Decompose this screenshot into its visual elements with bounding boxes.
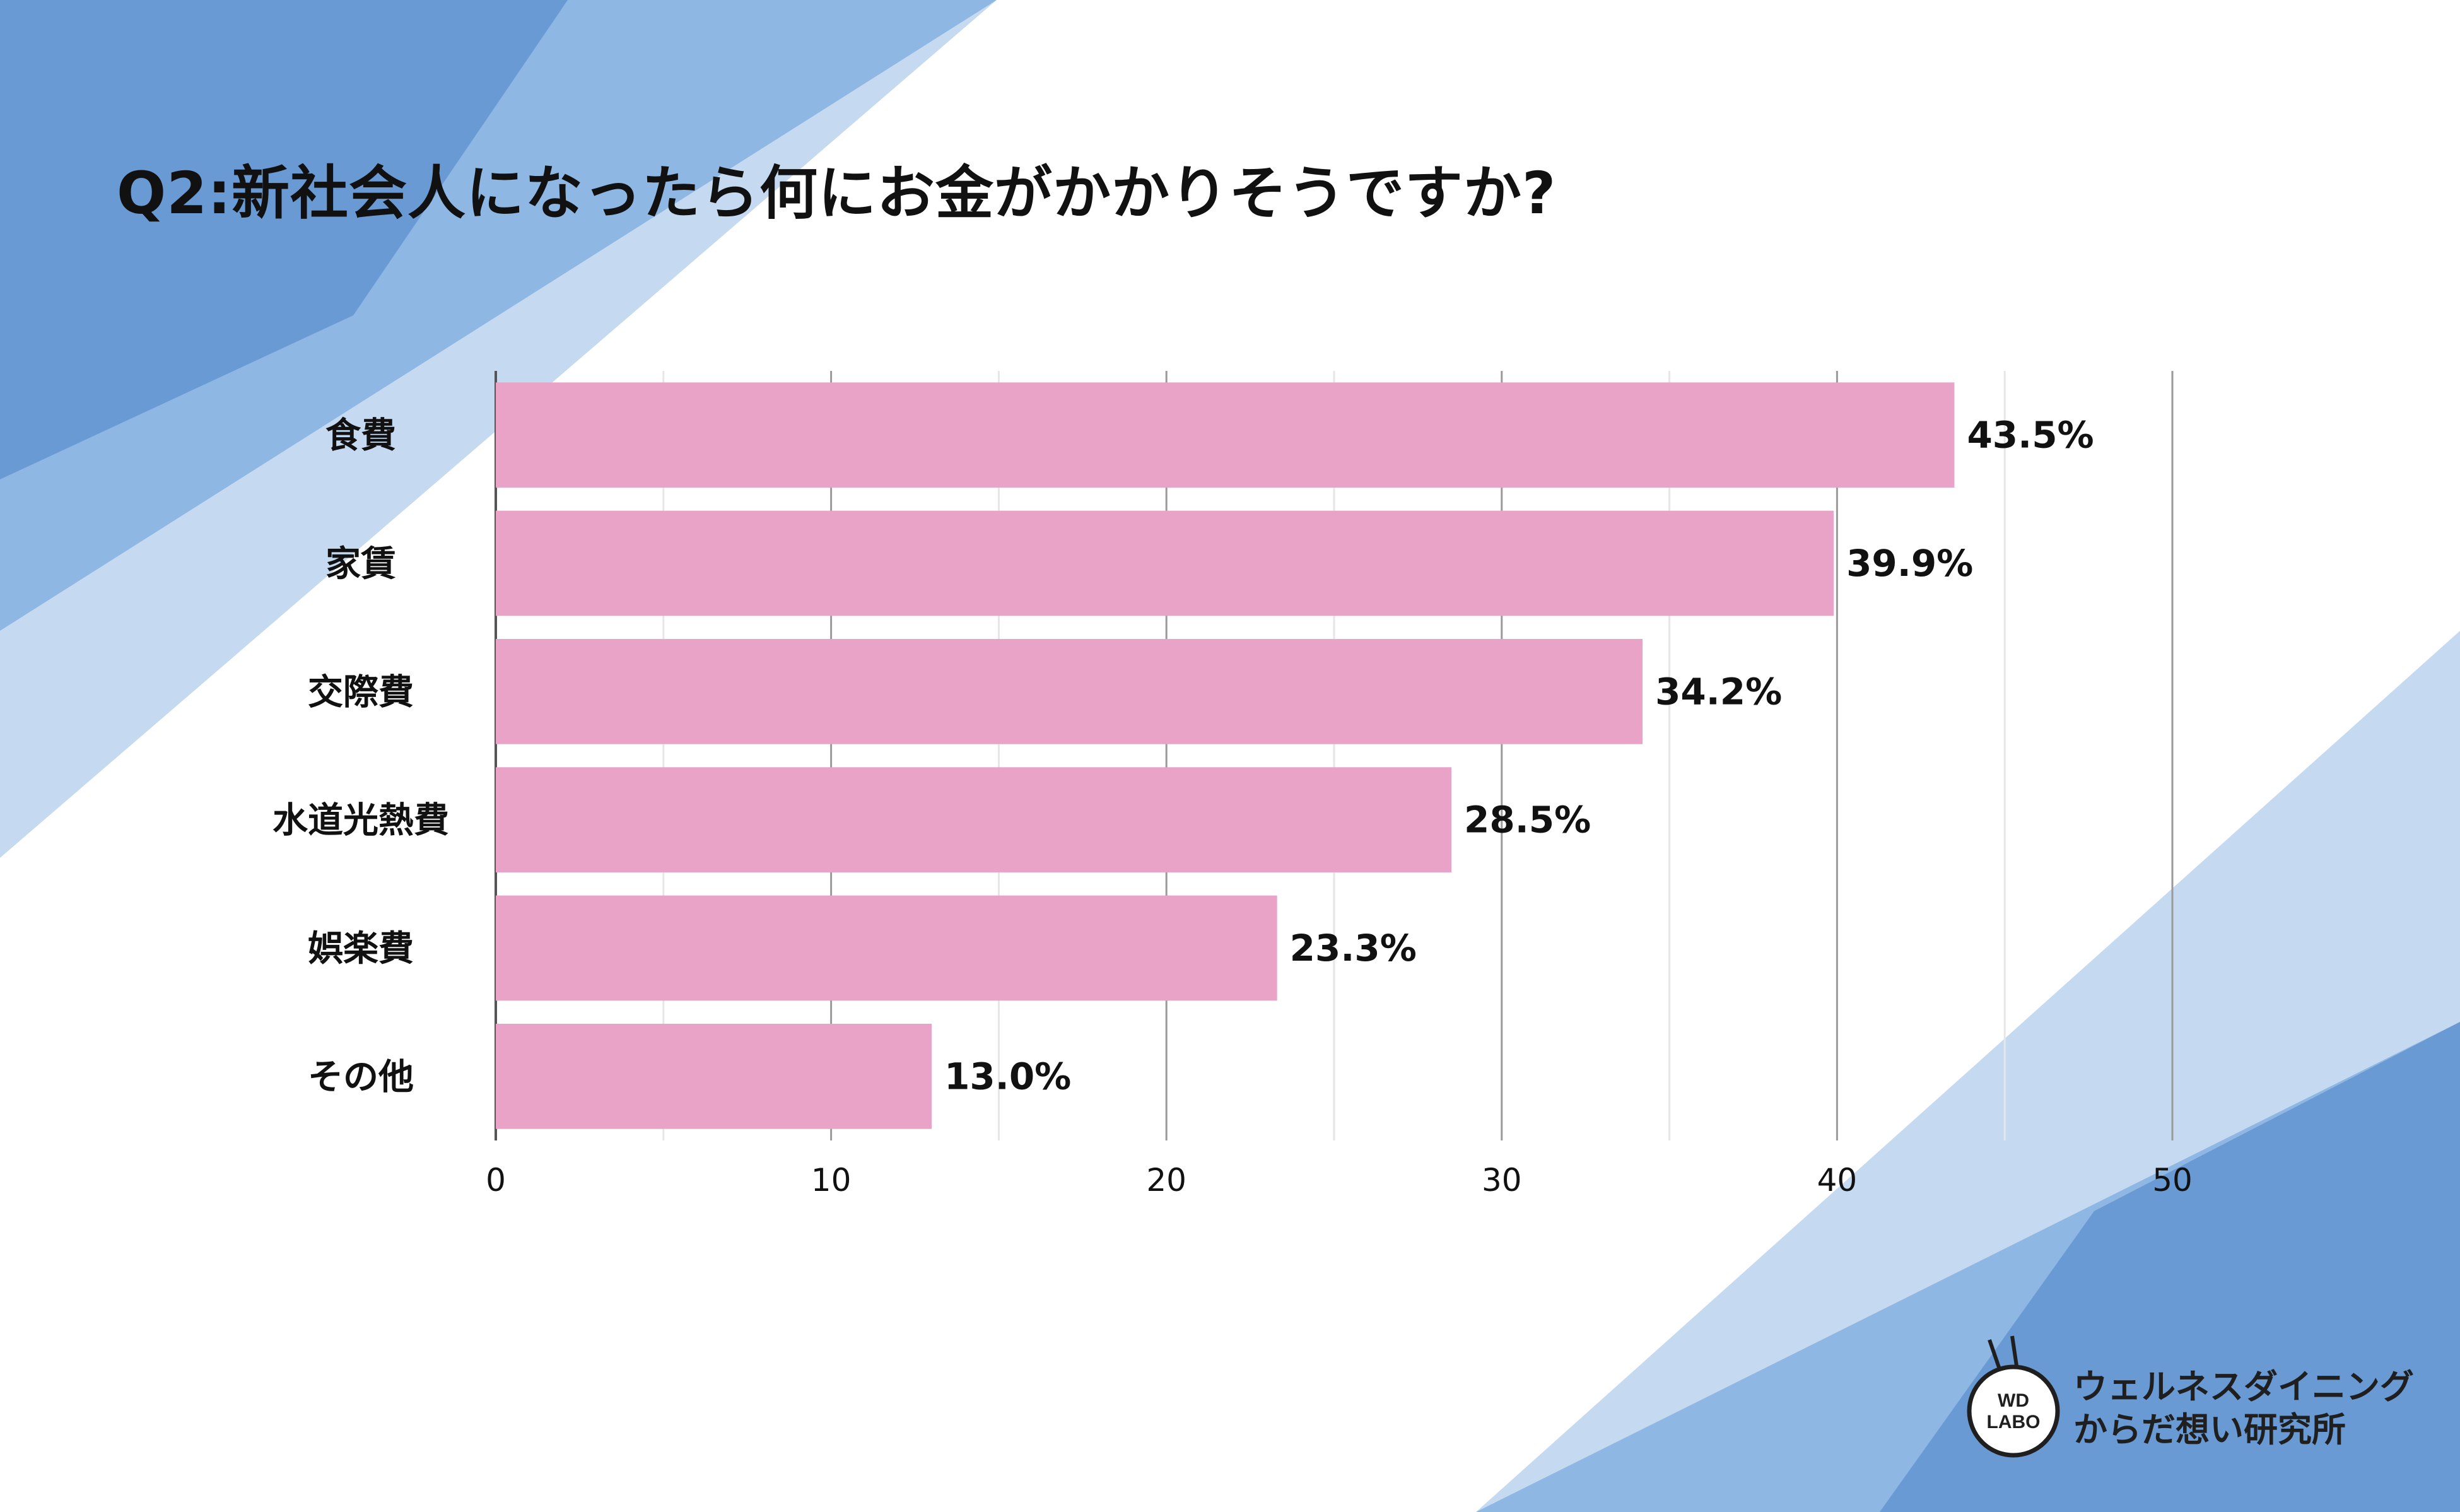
- x-tick-label: 20: [1146, 1162, 1186, 1198]
- bars: [496, 382, 1955, 1129]
- brand-logo: WD LABO ウェルネスダイニング からだ想い研究所: [1963, 1332, 2417, 1458]
- page-title: Q2:新社会人になったら何にお金がかかりそうですか?: [117, 160, 1557, 227]
- value-label: 34.2%: [1655, 670, 1782, 713]
- bar: [496, 638, 1643, 744]
- value-label: 28.5%: [1464, 799, 1591, 841]
- wd-labo-logo-icon: WD LABO: [1967, 1335, 2060, 1458]
- bar: [496, 767, 1452, 873]
- logo-text-line2: からだ想い研究所: [2073, 1410, 2346, 1450]
- bar: [496, 895, 1277, 1001]
- bar: [496, 510, 1834, 616]
- x-tick-label: 30: [1482, 1162, 1522, 1198]
- category-label: 水道光熱費: [272, 800, 449, 841]
- value-label: 39.9%: [1846, 542, 1973, 585]
- bar: [496, 382, 1955, 488]
- bg-stripe-top-dark: [0, 0, 568, 479]
- grid-lines: [495, 371, 2174, 1140]
- category-label: 家賃: [325, 544, 396, 585]
- value-label: 23.3%: [1290, 927, 1417, 970]
- logo-text-line1: ウェルネスダイニング: [2073, 1367, 2414, 1407]
- category-label: 食費: [325, 416, 396, 457]
- category-label: 娯楽費: [308, 929, 414, 970]
- x-tick-label: 50: [2152, 1162, 2193, 1198]
- x-tick-label: 10: [811, 1162, 852, 1198]
- logo-mark-text-2: LABO: [1987, 1412, 2041, 1433]
- logo-mark-text-1: WD: [1998, 1390, 2029, 1411]
- value-label: 43.5%: [1967, 414, 2094, 457]
- value-label: 13.0%: [944, 1055, 1071, 1098]
- x-tick-label: 40: [1817, 1162, 1858, 1198]
- category-label: 交際費: [308, 672, 414, 713]
- labels: 0 10 20 30 40 50 食費 43.5% 家賃 39.9% 交際費 34.2% 水道光熱費 28…: [272, 414, 2193, 1198]
- category-label: その他: [308, 1057, 414, 1098]
- bar: [496, 1023, 932, 1129]
- x-tick-label: 0: [486, 1162, 506, 1198]
